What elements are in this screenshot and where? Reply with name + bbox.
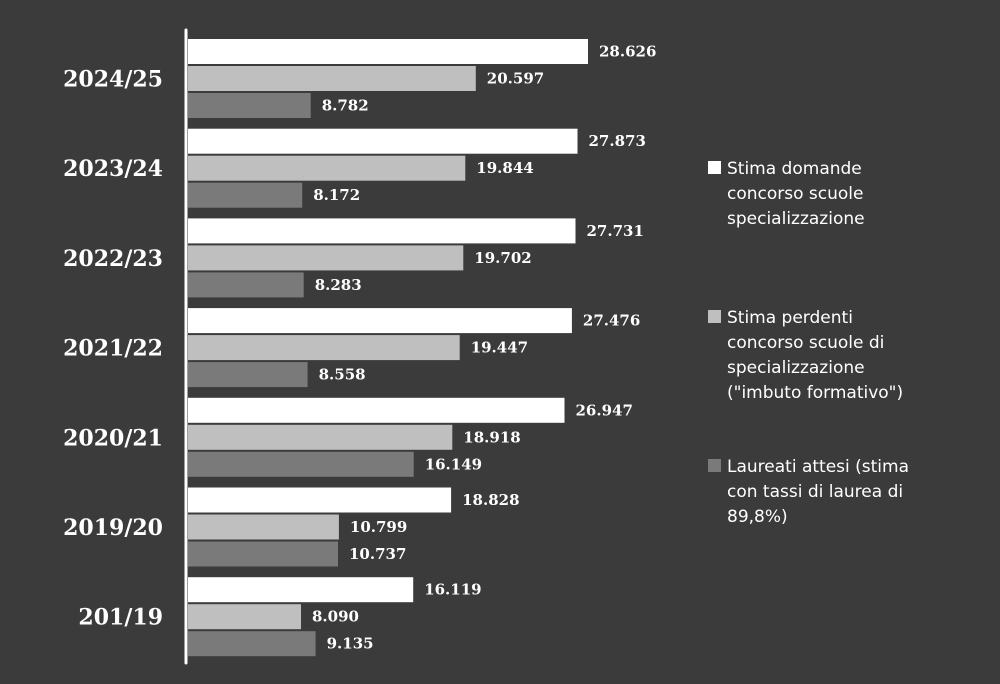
value-label: 16.119 [424, 581, 481, 599]
bar-1 [188, 39, 588, 64]
legend-text: ("imbuto formativo") [727, 383, 903, 403]
legend-swatch [708, 310, 721, 323]
category-label: 2020/21 [63, 425, 163, 451]
bar-1 [188, 308, 572, 334]
category-label: 2021/22 [63, 336, 163, 362]
legend-text: concorso scuole [727, 184, 863, 204]
legend-text: specializzazione [727, 358, 865, 378]
bar-2 [188, 604, 301, 630]
bar-1 [188, 128, 578, 154]
bar-3 [188, 93, 311, 118]
legend-swatch [708, 161, 721, 174]
value-label: 19.702 [474, 249, 531, 267]
value-label: 8.558 [319, 366, 366, 384]
bar-3 [188, 362, 308, 388]
legend-text: Laureati attesi (stima [727, 457, 909, 477]
bar-2 [188, 335, 460, 361]
legend-text: 89,8%) [727, 507, 788, 527]
legend-text: specializzazione [727, 209, 865, 229]
value-label: 8.090 [312, 608, 359, 626]
value-label: 28.626 [599, 43, 656, 61]
legend-entry-3: Laureati attesi (stima con tassi di laure… [708, 457, 909, 527]
bar-2 [188, 155, 466, 181]
category-labels: 2024/25 2023/24 2022/23 2021/22 2020/21 2019/… [63, 67, 163, 631]
legend-text: con tassi di laurea di [727, 482, 903, 502]
category-label: 201/19 [78, 605, 163, 631]
category-label: 2022/23 [63, 246, 163, 272]
bar-3 [188, 272, 304, 298]
bar-1 [188, 397, 565, 423]
legend-text: Stima domande [727, 159, 862, 179]
value-label: 20.597 [487, 70, 544, 88]
bar-2 [188, 424, 453, 450]
value-label: 27.873 [589, 132, 646, 150]
value-label: 19.844 [476, 159, 533, 177]
value-labels: 28.626 20.597 8.782 27.873 19.844 8.172 27.731… [312, 43, 656, 653]
bar-1 [188, 218, 576, 244]
bar-2 [188, 66, 476, 91]
value-label: 10.737 [349, 545, 406, 563]
bars-layer [188, 39, 588, 657]
bar-2 [188, 514, 339, 540]
bar-3 [188, 182, 303, 208]
bar-3 [188, 631, 316, 657]
value-label: 8.172 [313, 186, 360, 204]
bar-3 [188, 451, 414, 477]
category-label: 2024/25 [63, 67, 163, 93]
category-label: 2023/24 [63, 156, 163, 182]
legend-text: Stima perdenti [727, 308, 853, 328]
value-label: 16.149 [425, 455, 482, 473]
value-label: 19.447 [471, 339, 528, 357]
value-label: 27.731 [587, 222, 644, 240]
value-label: 10.799 [350, 518, 407, 536]
legend-entry-1: Stima domande concorso scuole specializzaz… [708, 159, 865, 229]
value-label: 18.918 [463, 428, 520, 446]
value-label: 27.476 [583, 312, 640, 330]
value-label: 9.135 [327, 635, 374, 653]
bar-1 [188, 487, 452, 513]
value-label: 26.947 [576, 401, 633, 419]
legend: Stima domande concorso scuole specializzaz… [708, 159, 909, 527]
value-label: 8.283 [315, 276, 362, 294]
value-label: 8.782 [322, 97, 369, 115]
bar-3 [188, 541, 338, 567]
legend-entry-2: Stima perdenti concorso scuole di speciali… [708, 308, 903, 403]
legend-swatch [708, 459, 721, 472]
value-label: 18.828 [462, 491, 519, 509]
category-label: 2019/20 [63, 515, 163, 541]
legend-text: concorso scuole di [727, 333, 884, 353]
bar-2 [188, 245, 464, 271]
bar-1 [188, 577, 414, 603]
